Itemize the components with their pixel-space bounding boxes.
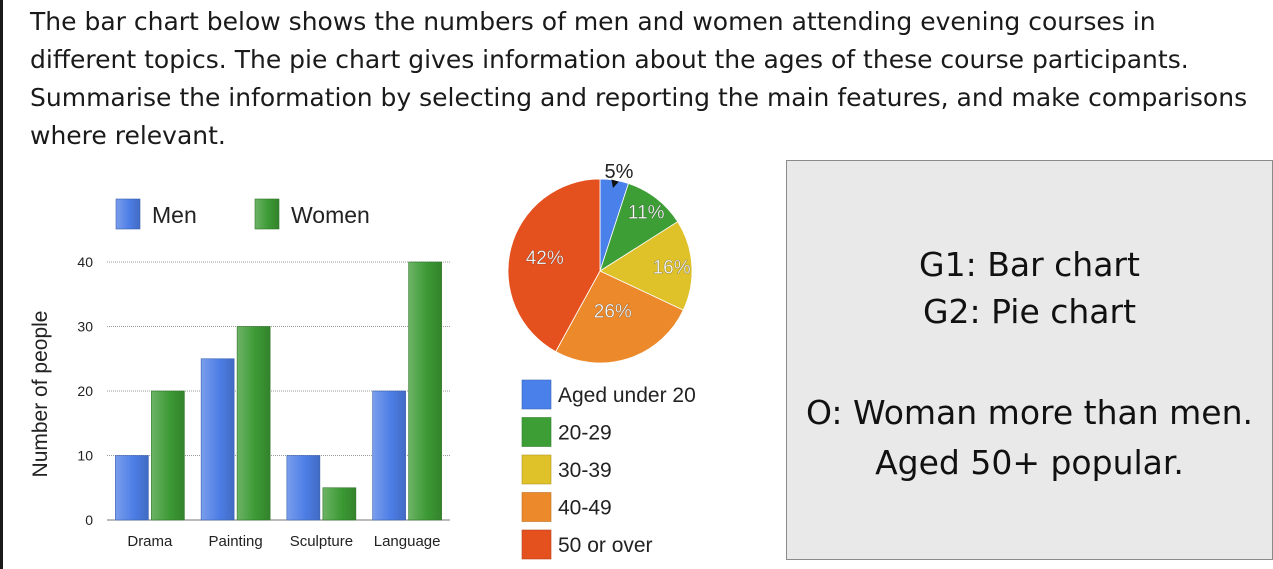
pie-legend-swatch <box>521 529 552 560</box>
pie-slice-30-39 <box>599 221 693 311</box>
pie-slice-50-or-over <box>507 178 601 353</box>
pie-legend-swatch <box>521 454 552 485</box>
bar-women-sculpture <box>322 487 357 521</box>
prompt-line: different topics. The pie chart gives in… <box>30 45 1189 74</box>
pie-legend-swatch <box>521 417 552 447</box>
pie-slice-label: 5% <box>605 161 634 183</box>
prompt-line: The bar chart below shows the numbers of… <box>30 7 1156 36</box>
x-tick-label: Drama <box>127 533 173 550</box>
note-g2: G2: Pie chart <box>922 292 1137 331</box>
task-prompt: The bar chart below shows the numbers of… <box>30 3 1270 155</box>
pie-legend-label: Aged under 20 <box>558 384 696 407</box>
pie-legend-swatch <box>521 492 552 522</box>
bar-men-language <box>372 390 406 521</box>
note-observation-2: Aged 50+ popular. <box>875 443 1184 482</box>
y-tick-label: 0 <box>85 512 93 528</box>
pie-slice-label: 16% <box>653 257 691 278</box>
bar-men-sculpture <box>286 455 321 521</box>
notes-panel: G1: Bar chart G2: Pie chart O: Woman mor… <box>786 160 1273 560</box>
pie-legend-label: 30-39 <box>558 459 612 482</box>
y-tick-label: 20 <box>77 383 93 399</box>
pie-chart: 5% 11% 16% 26% 42% Aged under 20 20-29 30-39 40-… <box>507 161 696 560</box>
y-tick-label: 40 <box>77 254 93 270</box>
x-tick-label: Painting <box>209 533 263 550</box>
y-tick-label: 30 <box>77 319 93 335</box>
pie-legend-label: 20-29 <box>558 422 612 445</box>
legend-swatch <box>115 198 141 230</box>
pie-slice-label: 26% <box>594 301 632 322</box>
pie-legend-label: 50 or over <box>558 534 653 557</box>
prompt-line: Summarise the information by selecting a… <box>30 83 1248 112</box>
left-border-line <box>0 0 3 569</box>
bar-women-language <box>408 261 442 521</box>
y-axis-label: Number of people <box>29 311 52 478</box>
legend-swatch <box>254 198 280 230</box>
x-tick-label: Language <box>374 533 441 550</box>
pie-legend-label: 40-49 <box>558 497 612 520</box>
note-observation-1: O: Woman more than men. <box>806 393 1253 432</box>
pie-legend-swatch <box>521 379 552 410</box>
bar-men-drama <box>115 455 149 521</box>
y-tick-label: 10 <box>77 448 93 464</box>
prompt-line: where relevant. <box>30 121 226 150</box>
pie-label-arrow <box>611 179 619 188</box>
legend-label: Women <box>291 202 370 228</box>
bar-men-painting <box>200 358 235 521</box>
pie-slice-label: 11% <box>628 202 665 223</box>
bar-chart: 0 10 20 30 40 Number of people Drama Painting Sc… <box>29 198 450 550</box>
bar-women-painting <box>236 326 271 521</box>
legend-label: Men <box>152 202 197 228</box>
bar-women-drama <box>151 390 185 521</box>
x-tick-label: Sculpture <box>290 533 353 550</box>
pie-slice-label: 42% <box>526 248 564 269</box>
note-g1: G1: Bar chart <box>919 245 1140 284</box>
